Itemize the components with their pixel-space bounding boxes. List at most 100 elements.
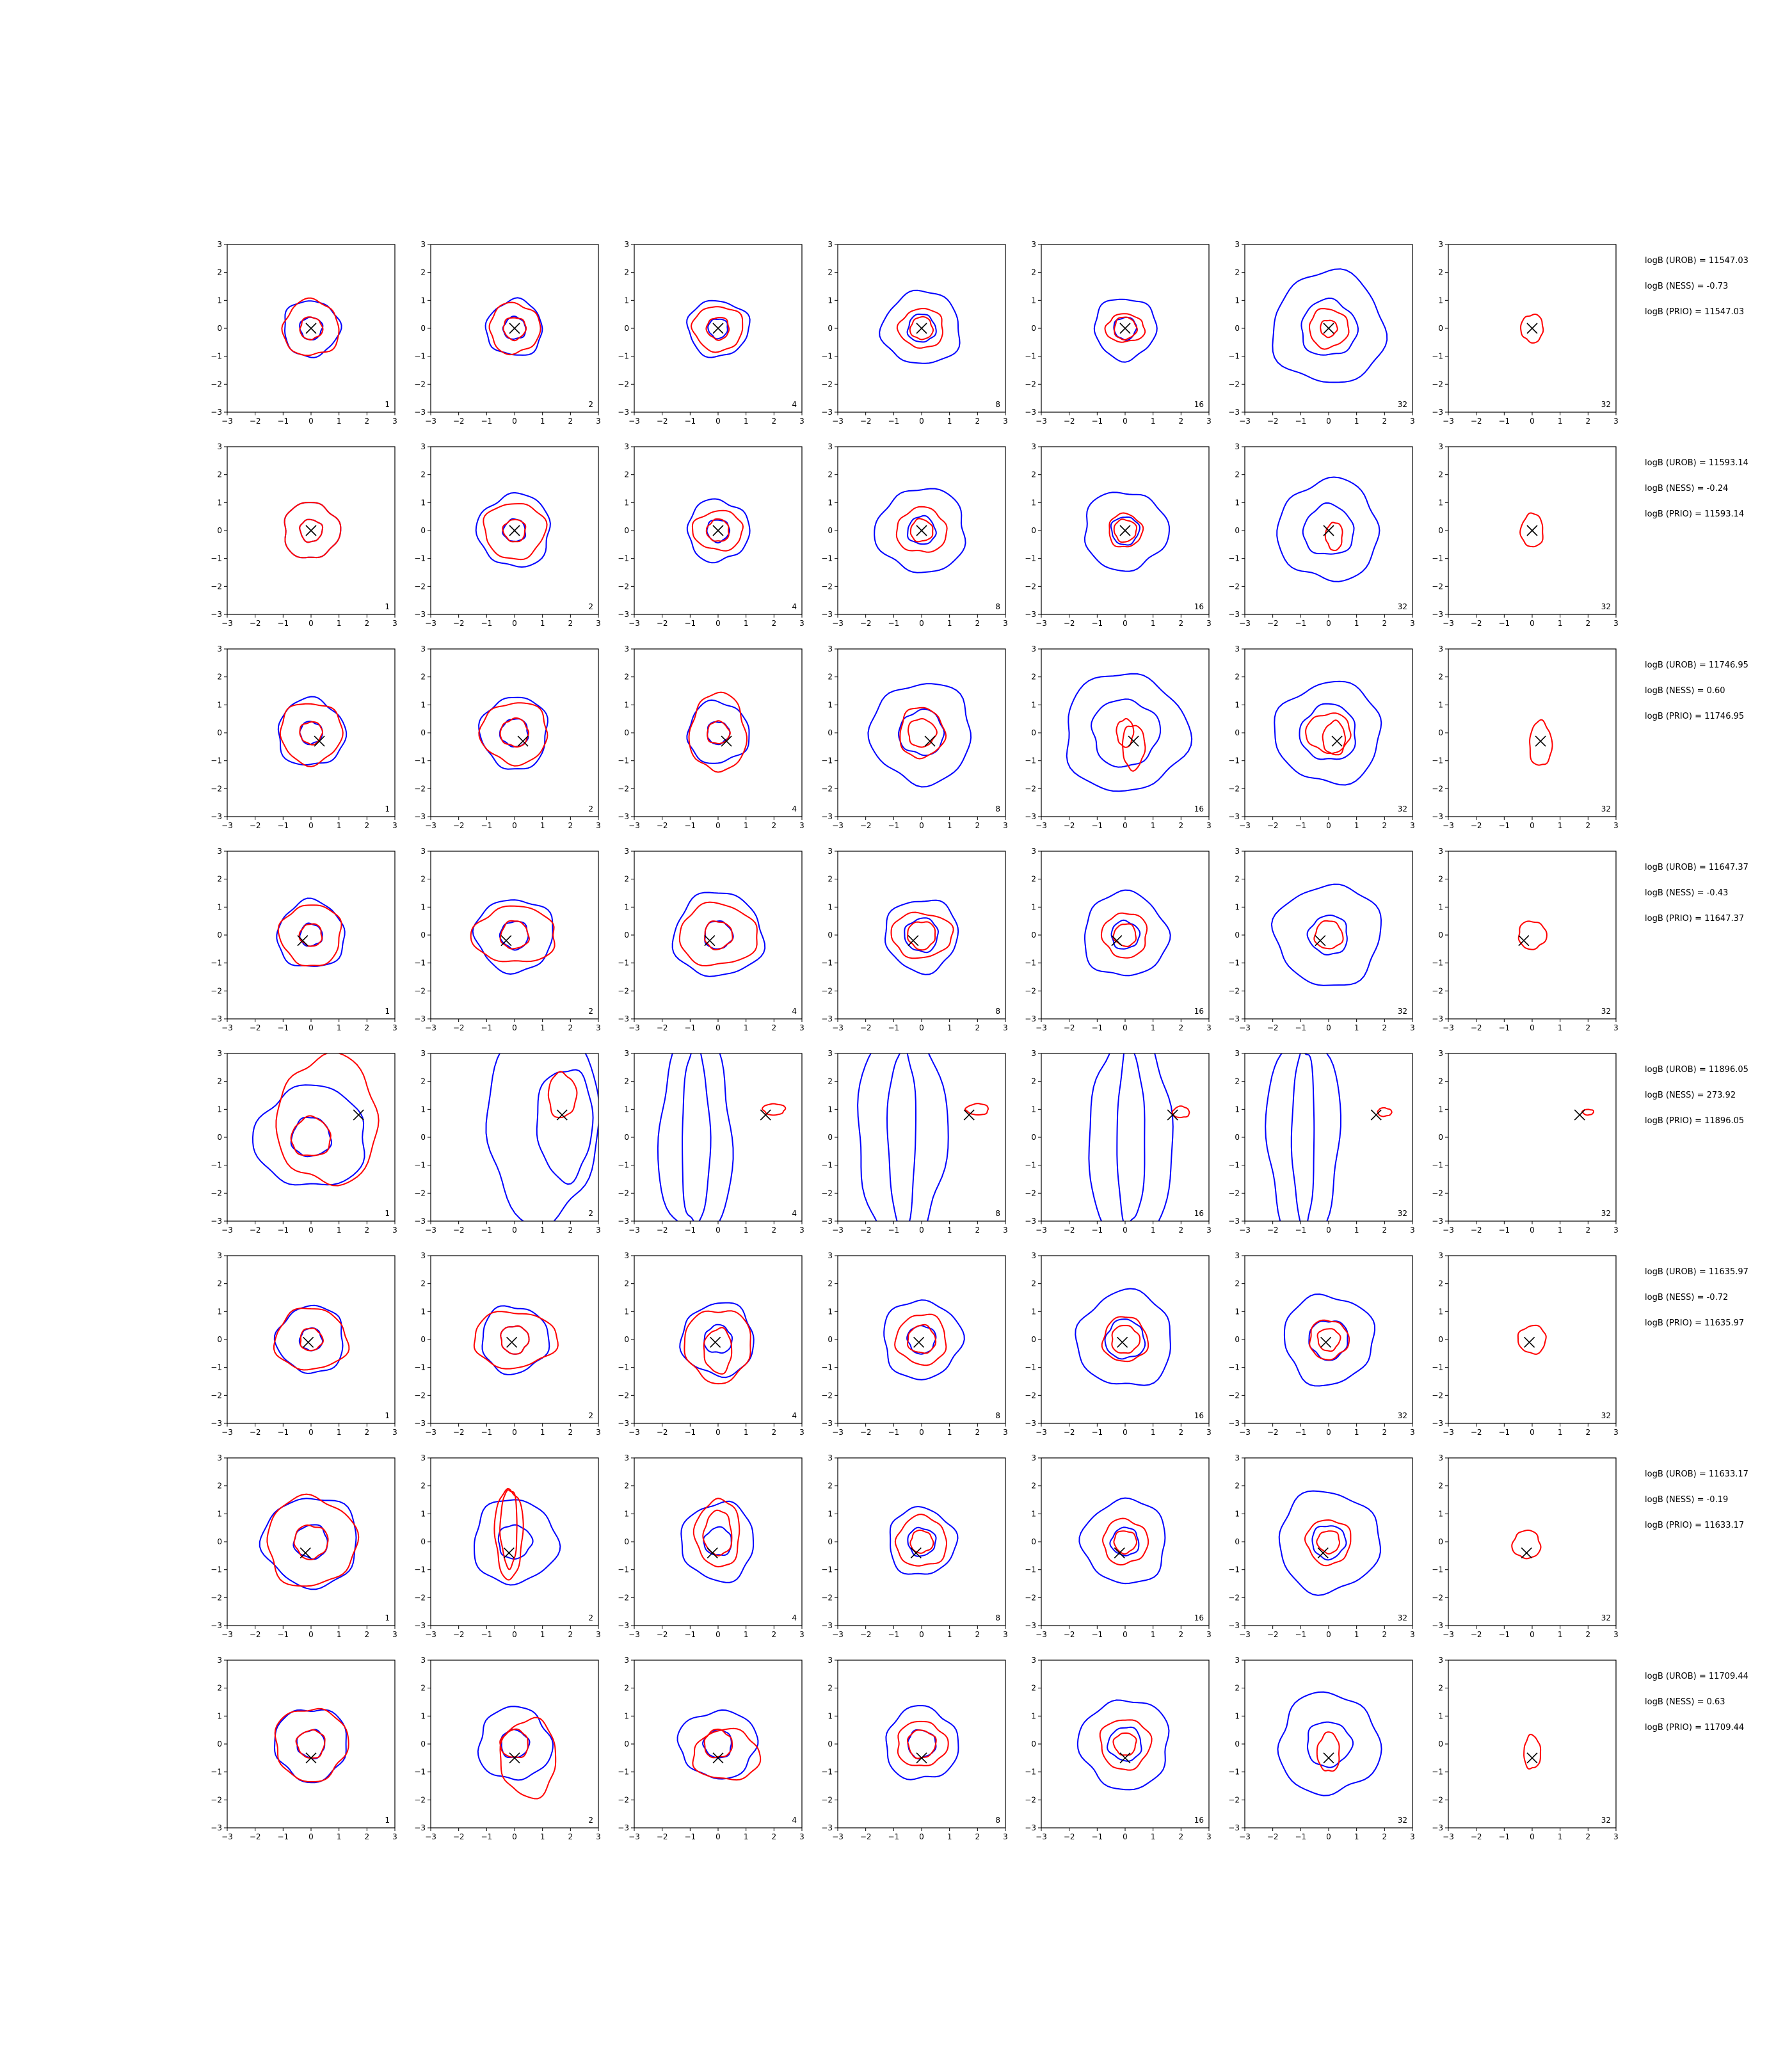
axes-frame [430,648,599,817]
axes-frame [634,1255,803,1424]
red-contour [703,1728,733,1759]
y-tick-label: −1 [414,959,426,968]
x-tick-label: −1 [277,417,289,426]
blue-contour [1283,1293,1376,1387]
x-tick-label: −2 [1471,821,1482,830]
contours [473,1305,559,1375]
blue-contour [1110,516,1141,546]
true-value-marker [500,935,512,947]
blue-contour [884,899,959,975]
y-tick-label: 2 [1031,875,1036,884]
logb-prio-text: logB (PRIO) = 11635.97 [1645,1318,1745,1328]
x-tick-label: 2 [975,1428,980,1437]
panel-count-label: 4 [792,602,797,611]
y-tick-label: 1 [420,1307,426,1316]
x-tick-label: −2 [453,1630,465,1639]
x-tick-label: 1 [337,1428,342,1437]
y-tick-label: −3 [821,812,833,821]
y-tick-label: 1 [1235,902,1240,911]
x-tick-label: 2 [568,1023,573,1032]
axes-frame [1244,244,1413,413]
x-tick-label: −1 [481,1832,492,1841]
axes-frame [430,1660,599,1828]
y-tick-label: 1 [1235,1711,1240,1720]
x-tick-label: −3 [1239,417,1251,426]
y-tick-label: 3 [828,442,833,451]
y-tick-label: 3 [1031,240,1036,249]
y-tick-label: 0 [217,1537,222,1546]
blue-contour [1302,502,1355,555]
x-tick-label: 3 [1003,417,1008,426]
contours [485,1053,598,1221]
true-value-marker [353,1109,364,1121]
red-contour [1100,912,1148,959]
blue-contour [485,1053,598,1221]
red-contour [1101,1517,1149,1566]
x-tick-label: 3 [596,1630,601,1639]
y-tick-label: −2 [1432,1593,1443,1602]
x-tick-label: 3 [1206,1226,1212,1235]
x-tick-label: −3 [1443,619,1454,628]
y-tick-label: 0 [624,1335,629,1344]
x-tick-label: 2 [1382,1226,1388,1235]
y-tick-label: 2 [1031,673,1036,682]
x-tick-label: 0 [716,417,721,426]
blue-contour [252,1084,365,1186]
blue-contour [1300,297,1359,356]
panel-count-label: 32 [1601,1007,1611,1016]
y-tick-label: −1 [618,1363,629,1372]
x-tick-label: 1 [1354,1226,1359,1235]
y-tick-label: 0 [1438,1335,1443,1344]
y-tick-label: −2 [414,1188,426,1197]
y-tick-label: 3 [624,1251,629,1260]
x-tick-label: 2 [1179,1832,1184,1841]
y-tick-label: −1 [1025,959,1036,968]
x-tick-label: 2 [1586,821,1591,830]
x-tick-label: 0 [1326,417,1331,426]
true-value-marker [509,323,520,334]
y-tick-label: 3 [1031,1049,1036,1058]
axes-frame [837,1660,1006,1828]
y-tick-label: 0 [420,1335,426,1344]
x-tick-label: −1 [888,1023,899,1032]
x-tick-label: 0 [1530,619,1535,628]
logb-urob-text: logB (UROB) = 11593.14 [1645,458,1748,468]
y-tick-label: −2 [1432,986,1443,995]
red-contour [300,1327,324,1352]
y-tick-label: 2 [420,1684,426,1693]
contours [281,297,342,358]
y-tick-label: 3 [420,240,426,249]
y-tick-label: 3 [217,1251,222,1260]
contours [1276,476,1380,582]
x-tick-label: −3 [1443,1226,1454,1235]
y-tick-label: −1 [414,1161,426,1170]
y-tick-label: −3 [821,1621,833,1630]
y-tick-label: 1 [828,1711,833,1720]
x-tick-label: 3 [1206,1428,1212,1437]
red-contour [266,1493,360,1587]
x-tick-label: 1 [744,1023,749,1032]
panel-count-label: 1 [385,804,390,813]
y-tick-label: −3 [618,1014,629,1023]
y-tick-label: 2 [420,875,426,884]
red-contour [1113,1530,1138,1555]
contours [1088,1053,1190,1221]
x-tick-label: −2 [1267,1023,1279,1032]
y-tick-label: −2 [821,784,833,793]
y-tick-label: 2 [828,1279,833,1288]
y-tick-label: −2 [414,1593,426,1602]
panel-count-label: 16 [1194,1007,1204,1016]
x-tick-label: 2 [1382,1832,1388,1841]
y-tick-label: −1 [414,1363,426,1372]
y-tick-label: 3 [624,240,629,249]
true-value-marker [509,525,520,536]
logb-urob-text: logB (UROB) = 11635.97 [1645,1267,1748,1277]
y-tick-label: 1 [1031,498,1036,507]
red-contour [692,1727,762,1781]
y-tick-label: 2 [1031,1279,1036,1288]
